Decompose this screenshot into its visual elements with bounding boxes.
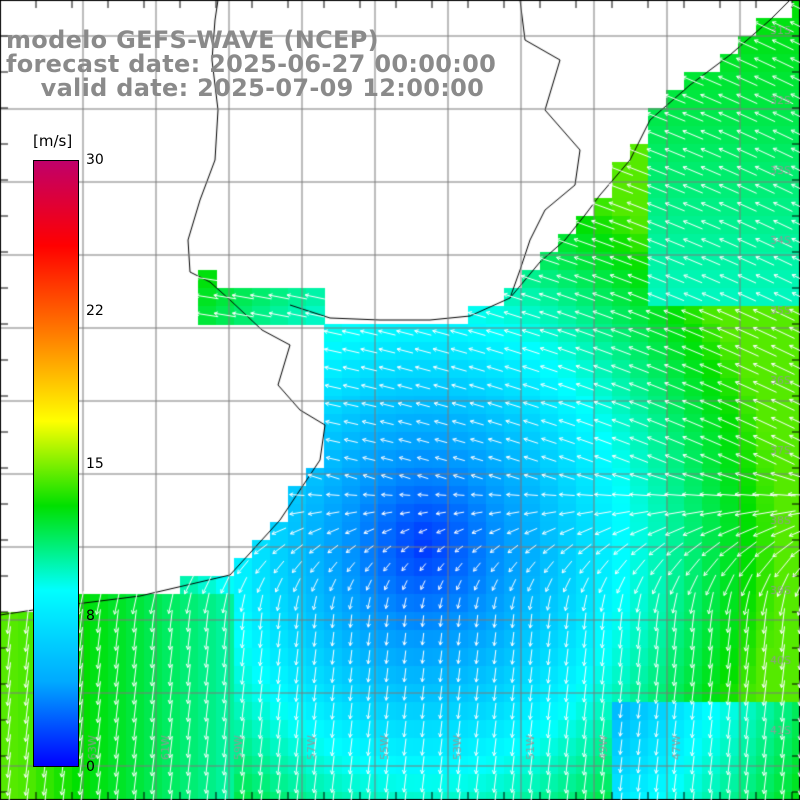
colorbar-tick-22: 22 — [86, 303, 104, 319]
valid-date: valid date: 2025-07-09 12:00:00 — [6, 74, 485, 102]
colorbar-tick-15: 15 — [86, 456, 104, 472]
colorbar-tick-30: 30 — [86, 152, 104, 168]
map-title-block: modelo GEFS-WAVE (NCEP) forecast date: 2… — [6, 28, 496, 100]
model-title: modelo GEFS-WAVE (NCEP) — [6, 26, 379, 54]
forecast-date: forecast date: 2025-06-27 00:00:00 — [6, 50, 497, 78]
colorbar — [33, 160, 79, 767]
colorbar-tick-0: 0 — [86, 759, 95, 775]
colorbar-tick-8: 8 — [86, 608, 95, 624]
colorbar-unit: [m/s] — [33, 132, 73, 150]
